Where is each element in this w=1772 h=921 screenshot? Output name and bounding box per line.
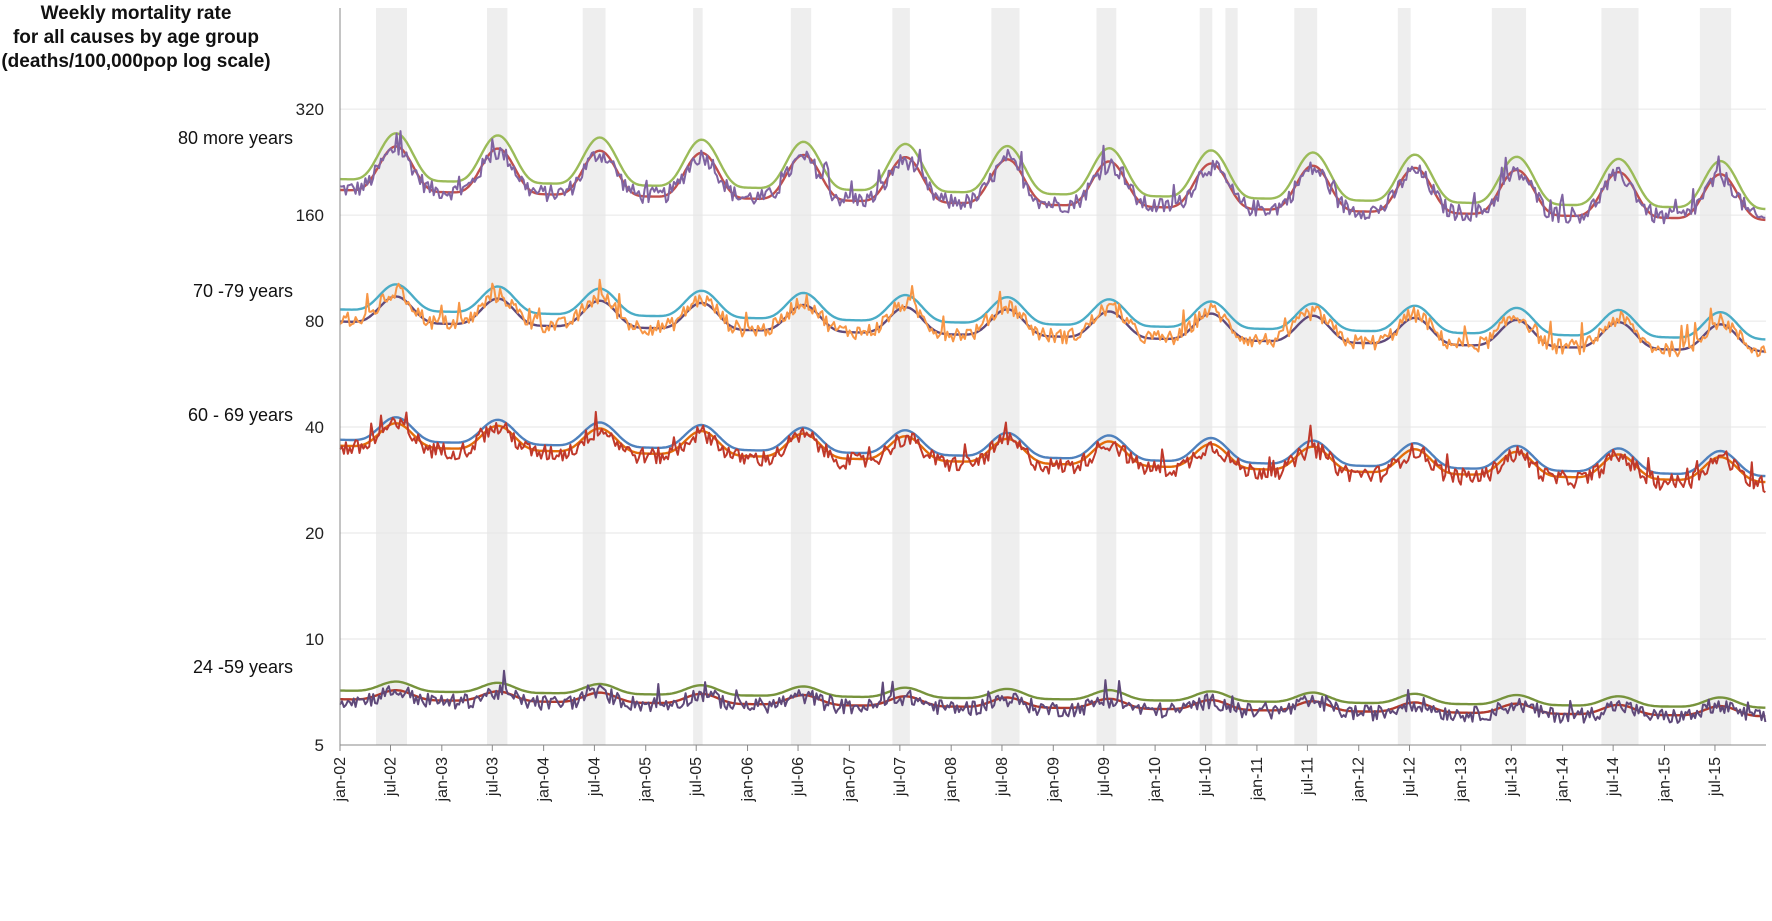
title-line-3: (deaths/100,000pop log scale) xyxy=(1,51,271,72)
x-tick-label: jul-07 xyxy=(892,757,909,797)
x-tick-label: jan-12 xyxy=(1351,757,1368,803)
y-tick-label: 160 xyxy=(296,206,324,225)
shaded-periods xyxy=(375,8,1732,745)
x-tick-label: jan-07 xyxy=(841,757,858,803)
y-tick-label: 320 xyxy=(296,100,324,119)
y-tick-label: 40 xyxy=(305,418,324,437)
shaded-period-0 xyxy=(375,8,407,745)
x-tick-label: jan-14 xyxy=(1555,757,1572,803)
x-tick-label: jan-09 xyxy=(1045,757,1062,803)
shaded-period-3 xyxy=(693,8,703,745)
axes: 5 10 20 40 80 160 320 jan-02 jul-02 jan-03 jul-03 j… xyxy=(296,8,1766,802)
shaded-period-7 xyxy=(1096,8,1117,745)
x-tick-label: jan-06 xyxy=(740,757,757,803)
x-tick-label: jan-08 xyxy=(943,757,960,803)
x-tick-label: jul-04 xyxy=(586,757,603,797)
x-tick-label: jan-15 xyxy=(1656,757,1673,803)
x-tick-label: jan-03 xyxy=(434,757,451,803)
shaded-period-8 xyxy=(1199,8,1213,745)
y-tick-label: 10 xyxy=(305,630,324,649)
series-line-group1-observed xyxy=(339,278,1767,358)
shaded-period-9 xyxy=(1225,8,1238,745)
x-tick-label: jul-09 xyxy=(1096,757,1113,797)
x-tick-label: jul-15 xyxy=(1707,757,1724,797)
title-line-1: Weekly mortality rate xyxy=(40,3,232,24)
x-tick-label: jan-11 xyxy=(1249,757,1266,801)
x-tick-label: jul-10 xyxy=(1198,757,1215,797)
series-lines xyxy=(339,130,1767,724)
x-tick-label: jul-06 xyxy=(790,757,807,797)
x-tick-label: jul-14 xyxy=(1605,757,1622,797)
group-label-80-plus: 80 more years xyxy=(177,128,293,148)
shaded-period-5 xyxy=(892,8,910,745)
shaded-period-13 xyxy=(1601,8,1639,745)
x-tick-label: jul-05 xyxy=(688,757,705,797)
x-tick-label: jul-08 xyxy=(994,757,1011,797)
x-tick-label: jan-05 xyxy=(638,757,655,803)
title-line-2: for all causes by age group xyxy=(12,27,260,48)
y-tick-label: 20 xyxy=(305,524,324,543)
series-line-group3-upper xyxy=(340,680,1766,709)
group-label-70-79: 70 -79 years xyxy=(192,281,293,301)
x-tick-label: jan-10 xyxy=(1147,757,1164,803)
x-tick-label: jan-13 xyxy=(1453,757,1470,803)
group-label-60-69: 60 - 69 years xyxy=(187,405,293,425)
series-line-group2-upper xyxy=(339,416,1766,478)
shaded-period-2 xyxy=(582,8,606,745)
y-tick-label: 5 xyxy=(315,736,324,755)
x-tick-label: jul-12 xyxy=(1402,757,1419,797)
series-line-group2-observed xyxy=(339,410,1766,494)
chart-title: Weekly mortality rate for all causes by … xyxy=(0,2,272,74)
shaded-period-11 xyxy=(1397,8,1411,745)
shaded-period-12 xyxy=(1491,8,1527,745)
series-line-group0-observed xyxy=(339,130,1766,225)
shaded-period-1 xyxy=(487,8,508,745)
x-tick-label: jul-11 xyxy=(1299,757,1316,796)
x-tick-label: jul-13 xyxy=(1503,757,1520,797)
shaded-period-10 xyxy=(1294,8,1318,745)
group-label-24-59: 24 -59 years xyxy=(192,657,293,677)
y-tick-label: 80 xyxy=(305,312,324,331)
x-tick-label: jan-02 xyxy=(332,757,349,803)
shaded-period-14 xyxy=(1699,8,1732,745)
series-line-group0-upper xyxy=(339,132,1766,211)
shaded-period-4 xyxy=(790,8,812,745)
x-tick-label: jan-04 xyxy=(536,757,553,803)
series-line-group1-upper xyxy=(339,283,1766,341)
shaded-period-6 xyxy=(991,8,1020,745)
x-tick-label: jul-03 xyxy=(484,757,501,797)
series-line-group3-observed xyxy=(339,669,1767,724)
x-tick-label: jul-02 xyxy=(382,757,399,797)
